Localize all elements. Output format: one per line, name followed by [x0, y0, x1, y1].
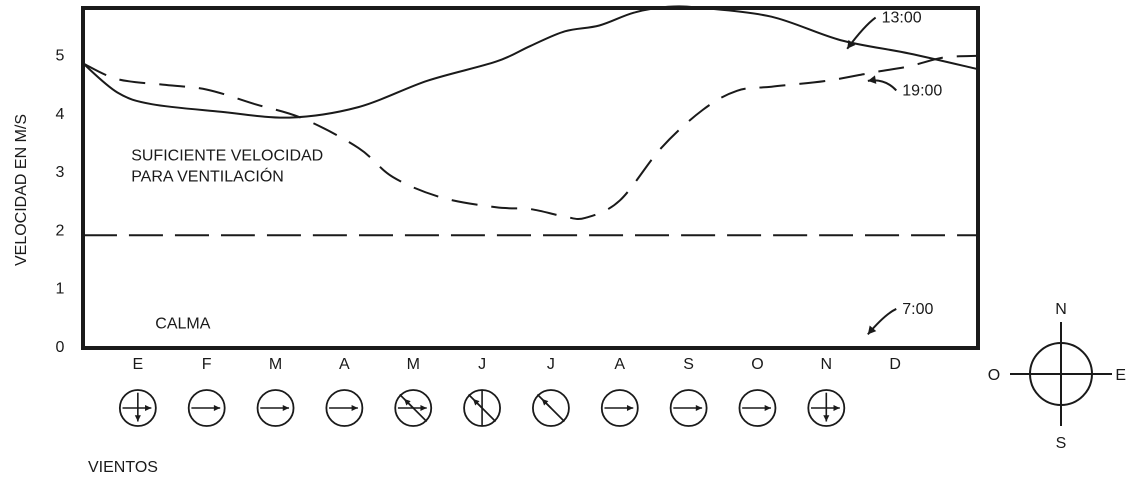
wind-rose: [738, 389, 777, 427]
annotation-text: SUFICIENTE VELOCIDAD: [131, 148, 323, 165]
wind-rose-circle: [807, 389, 846, 427]
wind-rose: [807, 389, 846, 427]
label-arrowhead: [847, 39, 856, 49]
x-tick-label: M: [269, 356, 282, 373]
y-tick-label: 5: [56, 48, 65, 65]
wind-rose: [532, 389, 570, 427]
wind-rose: [669, 389, 708, 427]
label-arrowhead: [867, 325, 877, 335]
series-label: 19:00: [902, 82, 942, 99]
wind-rose-circle: [187, 389, 226, 427]
x-tick-label: M: [407, 356, 420, 373]
wind-arrow-e-icon: [145, 404, 152, 412]
compass: N S E O: [988, 301, 1126, 452]
wind-arrow-e-icon: [764, 404, 771, 412]
wind-arrow-s-icon: [823, 415, 830, 422]
wind-rose: [118, 389, 157, 427]
series-line-1900: [82, 54, 979, 221]
annotation-text: PARA VENTILACIÓN: [131, 167, 284, 186]
y-axis-label: VELOCIDAD EN M/S: [13, 114, 30, 266]
x-tick-label: A: [614, 356, 625, 373]
x-tick-label: E: [133, 356, 144, 373]
x-tick-label: F: [202, 356, 212, 373]
y-tick-label: 1: [56, 281, 65, 298]
wind-arrow-nw-icon: [472, 398, 480, 406]
wind-arrow-e-icon: [420, 404, 427, 412]
x-tick-label: D: [889, 356, 901, 373]
x-tick-label: O: [751, 356, 763, 373]
wind-rose-circle: [118, 389, 157, 427]
series-line-1300: [82, 5, 979, 119]
x-tick-label: J: [478, 356, 486, 373]
compass-o: O: [988, 367, 1000, 384]
wind-arrow-e-icon: [695, 404, 703, 412]
plot-frame: [81, 6, 980, 350]
wind-arrow-s-icon: [134, 415, 141, 422]
wind-rose-circle: [394, 389, 433, 427]
y-tick-label: 2: [56, 222, 65, 239]
wind-rose-circle: [532, 389, 570, 427]
y-tick-label: 0: [56, 339, 65, 356]
compass-s: S: [1056, 435, 1067, 452]
wind-arrow-e-icon: [626, 404, 634, 412]
compass-e: E: [1115, 367, 1126, 384]
series-label: 13:00: [882, 10, 922, 27]
wind-rose: [256, 389, 295, 427]
winds-label: VIENTOS: [88, 459, 158, 476]
wind-rose: [600, 389, 639, 427]
wind-rose-circle: [669, 389, 708, 427]
series-lines: [82, 5, 979, 237]
wind-rose-circle: [256, 389, 295, 427]
y-tick-label: 3: [56, 164, 65, 181]
wind-rose: [463, 389, 501, 427]
wind-roses: [118, 389, 846, 427]
wind-rose-circle: [738, 389, 777, 427]
wind-rose-circle: [325, 389, 364, 427]
label-arrowhead: [867, 75, 877, 84]
annotation-text: CALMA: [155, 316, 210, 333]
wind-arrow-e-icon: [351, 404, 358, 412]
x-tick-label: A: [339, 356, 350, 373]
wind-arrow-e-icon: [282, 404, 290, 412]
wind-arrow-e-icon: [213, 404, 221, 412]
annotations: SUFICIENTE VELOCIDAD PARA VENTILACIÓN CALM…: [131, 148, 323, 333]
x-tick-label: S: [683, 356, 694, 373]
y-tick-labels: 0 1 2 3 4 5: [56, 48, 65, 356]
wind-arrow-nw-icon: [404, 398, 411, 406]
wind-arrow-nw-icon: [541, 398, 549, 406]
series-labels: 13:00 19:00 7:00: [846, 10, 942, 335]
wind-arrow-e-icon: [833, 404, 840, 412]
wind-rose: [325, 389, 364, 427]
x-tick-label: N: [821, 356, 833, 373]
x-tick-label: J: [547, 356, 555, 373]
wind-rose-circle: [600, 389, 639, 427]
wind-rose: [394, 389, 433, 427]
series-label: 7:00: [902, 301, 933, 318]
compass-n: N: [1055, 301, 1067, 318]
y-tick-label: 4: [56, 106, 65, 123]
wind-rose: [187, 389, 226, 427]
